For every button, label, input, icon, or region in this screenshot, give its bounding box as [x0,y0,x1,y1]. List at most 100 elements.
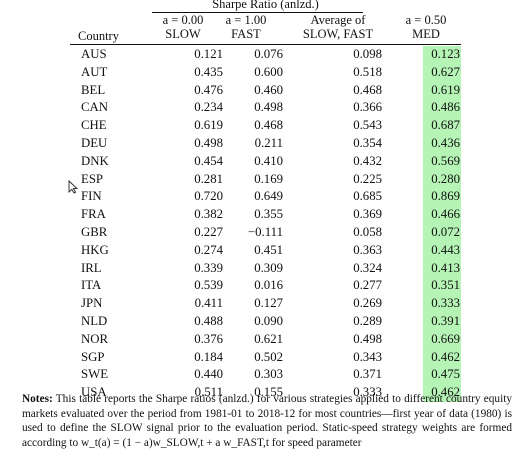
table-row: DNK 0.454 0.410 0.432 0.569 [70,152,461,171]
country-cell: SWE [81,367,109,382]
country-cell: NOR [81,331,109,346]
table-row: USA 0.511 0.155 0.333 0.462 [70,384,461,402]
table-row: BEL 0.476 0.460 0.468 0.619 [70,81,461,100]
fast-cell: 0.076 [254,47,283,61]
average-cell: 0.277 [353,278,382,293]
table-row: ITA 0.539 0.016 0.277 0.351 [70,277,461,296]
slow-cell: 0.476 [194,82,223,97]
fast-cell: 0.211 [254,135,283,150]
average-cell: 0.468 [353,82,382,97]
header-slow-fast: SLOW, FAST [302,27,374,41]
med-cell: 0.413 [382,259,461,278]
slow-cell: 0.227 [194,224,223,239]
slow-cell: 0.488 [194,313,223,328]
fast-cell: 0.621 [254,331,283,346]
med-value-highlight: 0.123 [423,46,461,64]
med-cell: 0.391 [382,312,461,331]
fast-cell: 0.090 [254,313,283,328]
table-row: FRA 0.382 0.355 0.369 0.466 [70,206,461,224]
med-value-highlight: 0.443 [423,241,461,260]
table-row: JPN 0.411 0.127 0.269 0.333 [70,295,461,313]
title-underline [152,12,363,13]
slow-cell: 0.511 [194,385,223,400]
med-value-highlight: 0.466 [423,206,461,224]
med-cell: 0.443 [382,241,461,260]
average-cell: 0.289 [353,313,382,328]
slow-cell: 0.382 [194,207,223,222]
med-cell: 0.333 [382,295,461,313]
fast-cell: 0.309 [254,260,283,275]
notes-label: Notes: [22,393,53,405]
slow-cell: 0.274 [194,242,223,257]
med-value-highlight: 0.413 [423,259,461,278]
med-value-highlight: 0.627 [423,63,461,82]
med-value-highlight: 0.280 [423,170,461,189]
table-row: AUS 0.121 0.076 0.098 0.123 [70,46,461,64]
fast-cell: 0.649 [254,189,283,204]
average-cell: 0.324 [353,260,382,275]
med-value-highlight: 0.333 [423,295,461,313]
country-cell: CHE [81,118,107,133]
fast-cell: 0.155 [254,385,283,400]
fast-cell: 0.468 [254,118,283,133]
header-fast: FAST [231,27,261,41]
country-cell: DNK [81,153,109,168]
slow-cell: 0.411 [194,296,223,311]
slow-cell: 0.720 [194,189,223,204]
table-row: GBR 0.227 −0.111 0.058 0.072 [70,223,461,242]
country-cell: SGP [81,349,105,364]
med-value-highlight: 0.687 [423,117,461,135]
country-cell: HKG [81,242,109,257]
med-cell: 0.462 [382,384,461,402]
slow-cell: 0.435 [194,64,223,79]
slow-cell: 0.121 [194,47,223,61]
table-row: SWE 0.440 0.303 0.371 0.475 [70,366,461,385]
average-cell: 0.363 [353,242,382,257]
header-slow-a: a = 0.00 [162,13,204,27]
header-rule [70,44,461,45]
med-cell: 0.351 [382,277,461,296]
slow-cell: 0.339 [194,260,223,275]
slow-cell: 0.539 [194,278,223,293]
country-cell: AUS [81,47,107,61]
slow-cell: 0.376 [194,331,223,346]
med-cell: 0.486 [382,99,461,118]
slow-cell: 0.281 [194,171,223,186]
table-row: NLD 0.488 0.090 0.289 0.391 [70,312,461,331]
slow-cell: 0.619 [194,118,223,133]
table-row: ESP 0.281 0.169 0.225 0.280 [70,170,461,189]
table-row: HKG 0.274 0.451 0.363 0.443 [70,241,461,260]
fast-cell: 0.502 [254,349,283,364]
med-value-highlight: 0.486 [423,99,461,118]
country-cell: ESP [81,171,104,186]
country-cell: JPN [81,296,103,311]
med-value-highlight: 0.569 [423,152,461,171]
average-cell: 0.269 [353,296,382,311]
table-row: FIN 0.720 0.649 0.685 0.869 [70,188,461,207]
notes-text: This table reports the Sharpe ratios (an… [22,393,512,449]
table-notes: Notes: This table reports the Sharpe rat… [22,392,512,450]
average-cell: 0.354 [353,135,382,150]
med-cell: 0.619 [382,81,461,100]
med-value-highlight: 0.462 [423,348,461,367]
med-cell: 0.462 [382,348,461,367]
med-value-highlight: 0.669 [423,330,461,349]
average-cell: 0.366 [353,100,382,115]
country-cell: ITA [81,278,102,293]
header-fast-a: a = 1.00 [225,13,267,27]
average-cell: 0.343 [353,349,382,364]
med-cell: 0.280 [382,170,461,189]
average-cell: 0.225 [353,171,382,186]
table-row: DEU 0.498 0.211 0.354 0.436 [70,134,461,153]
country-cell: BEL [81,82,106,97]
slow-cell: 0.454 [194,153,223,168]
med-value-highlight: 0.391 [423,312,461,331]
country-cell: DEU [81,135,108,150]
average-cell: 0.333 [353,385,382,400]
fast-cell: 0.600 [254,64,283,79]
average-cell: 0.098 [353,47,382,61]
country-cell: GBR [81,224,108,239]
average-cell: 0.058 [353,224,382,239]
table-row: CAN 0.234 0.498 0.366 0.486 [70,99,461,118]
slow-cell: 0.234 [194,100,223,115]
